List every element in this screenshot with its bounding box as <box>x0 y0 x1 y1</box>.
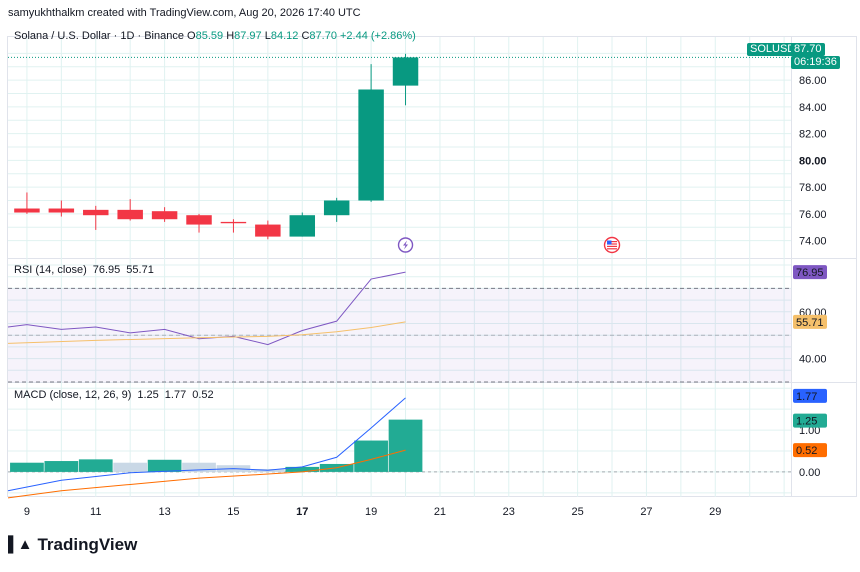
price-tick-label: 76.00 <box>799 209 827 221</box>
macd-line <box>7 397 406 492</box>
time-tick-label: 13 <box>158 506 170 518</box>
rsi-value-tag-bg <box>793 265 827 280</box>
macd-histogram-bar <box>10 462 44 472</box>
macd-histogram-bar <box>78 459 113 472</box>
symbol-name: Solana / U.S. Dollar · 1D · Binance <box>14 30 184 42</box>
histogram-value-tag-bg <box>793 413 827 428</box>
price-tick-label: 74.00 <box>799 236 827 248</box>
macd-histogram-bar <box>44 461 79 472</box>
credit-text: samyukhthalkm created with TradingView.c… <box>8 7 361 19</box>
high-label: H <box>226 30 235 42</box>
price-tick-label: 80.00 <box>799 155 827 167</box>
time-tick-label: 27 <box>640 506 652 518</box>
price-tick-label: 86.00 <box>799 75 827 87</box>
rsi-legend: RSI (14, close) <box>14 264 87 276</box>
rsi-ma-value-tag-bg <box>793 314 827 329</box>
rsi-ma-value-tag: 55.71 <box>796 317 824 329</box>
tradingview-logo: ▌▲ TradingView <box>8 535 138 554</box>
tradingview-mark-icon: ▌▲ <box>8 536 33 553</box>
signal-value-tag: 0.52 <box>796 445 817 457</box>
rsi-legend: 76.95 <box>93 264 121 276</box>
time-tick-label: 23 <box>503 506 515 518</box>
time-tick-label: 15 <box>227 506 239 518</box>
us-flag-icon-stripe <box>607 241 618 243</box>
time-tick-label: 21 <box>434 506 446 518</box>
last-price-tag: 87.70 <box>791 43 825 56</box>
macd-legend: MACD (close, 12, 26, 9) <box>14 389 131 401</box>
candle-body <box>220 221 247 224</box>
symbol-price-tag: SOLUSD <box>747 43 799 56</box>
time-tick-label: 19 <box>365 506 377 518</box>
countdown-tag: 06:19:36 <box>791 56 840 69</box>
symbol-legend: Solana / U.S. Dollar · 1D · Binance O85.… <box>14 29 416 43</box>
rsi-value-tag: 76.95 <box>796 267 824 279</box>
candle-body <box>117 209 143 220</box>
price-tick-label: 78.00 <box>799 182 827 194</box>
macd-tick-label: 0.00 <box>799 467 820 479</box>
open-value: 85.59 <box>195 30 224 42</box>
us-flag-icon-stripe <box>607 248 618 250</box>
candle-body <box>255 224 281 237</box>
time-tick-label: 11 <box>90 506 101 518</box>
us-flag-icon-stripe <box>607 245 618 247</box>
brand-name: TradingView <box>37 535 138 554</box>
time-tick-label: 29 <box>709 506 721 518</box>
change-value: +2.44 (+2.86%) <box>340 30 416 42</box>
macd-histogram-bar <box>113 462 148 472</box>
signal-value-tag-bg <box>793 443 827 458</box>
rsi-line <box>7 271 406 346</box>
macd-tick-label: 1.00 <box>799 425 820 437</box>
rsi-tick-label: 40.00 <box>799 354 827 366</box>
time-tick-label: 17 <box>296 506 308 518</box>
us-flag-icon-ring <box>603 236 621 254</box>
chart-frame <box>7 36 857 497</box>
candle-body <box>392 57 419 86</box>
candle-body <box>151 211 178 220</box>
macd-legend: 0.52 <box>192 389 213 401</box>
candle-body <box>358 89 384 201</box>
us-flag-icon <box>603 236 621 254</box>
macd-value-tag-bg <box>793 388 827 403</box>
close-label: C <box>301 30 310 42</box>
macd-histogram-bar <box>147 459 182 472</box>
candle-body <box>48 208 75 213</box>
close-value: 87.70 <box>309 30 337 42</box>
rsi-ma-line <box>7 321 406 344</box>
open-label: O <box>187 30 196 42</box>
candle-body <box>289 215 316 237</box>
macd-histogram-bar <box>285 466 320 472</box>
high-value: 87.97 <box>234 30 262 42</box>
macd-legend: 1.77 <box>165 389 186 401</box>
macd-signal-line <box>7 449 406 499</box>
us-flag-icon-canton <box>607 240 612 245</box>
lightning-icon <box>397 237 414 253</box>
candle-body <box>323 200 350 216</box>
macd-histogram-bar <box>388 419 423 472</box>
candle-body <box>186 215 212 225</box>
histogram-value-tag: 1.25 <box>796 416 817 428</box>
macd-legend: 1.25 <box>137 389 158 401</box>
candle-body <box>83 209 109 216</box>
time-tick-label: 9 <box>24 506 30 518</box>
low-label: L <box>264 30 271 42</box>
rsi-legend: 55.71 <box>126 264 154 276</box>
lightning-icon-bolt <box>403 240 409 250</box>
price-tick-label: 82.00 <box>799 129 827 141</box>
candle-body <box>14 208 40 213</box>
us-flag-icon-stripe <box>607 243 618 245</box>
low-value: 84.12 <box>270 30 299 42</box>
macd-value-tag: 1.77 <box>796 391 817 403</box>
macd-histogram-bar <box>182 462 216 472</box>
time-tick-label: 25 <box>571 506 583 518</box>
price-tick-label: 84.00 <box>799 102 827 114</box>
